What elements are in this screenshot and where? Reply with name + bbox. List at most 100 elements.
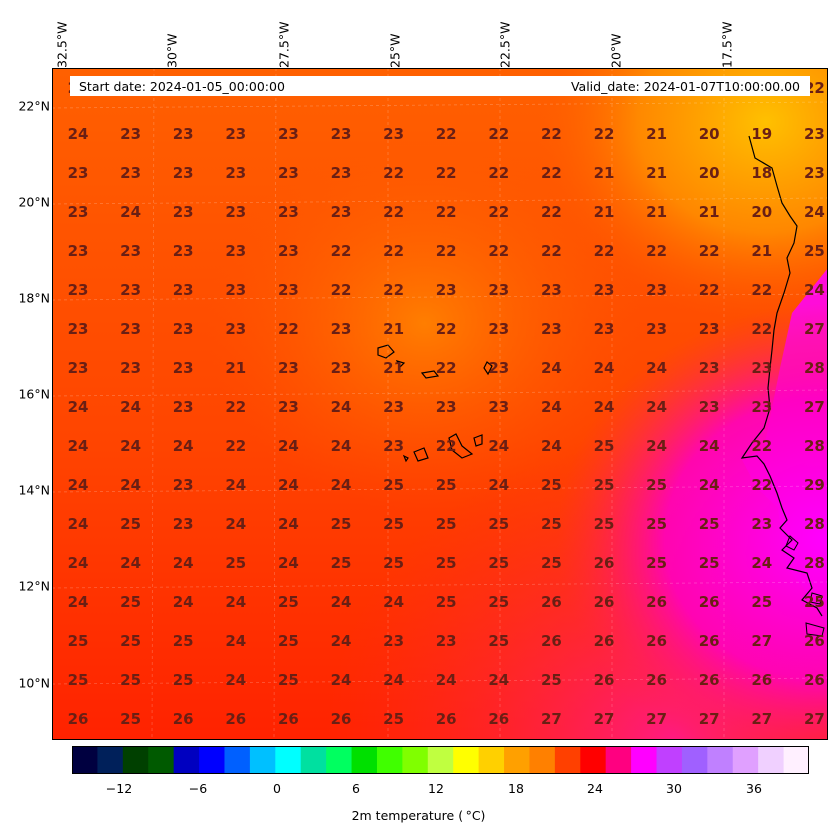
- grid-value: 25: [646, 554, 667, 572]
- lat-label: 12°N: [18, 578, 50, 594]
- grid-value: 23: [173, 515, 194, 533]
- grid-value: 23: [488, 359, 509, 377]
- grid-value: 24: [278, 515, 299, 533]
- grid-value: 25: [120, 710, 141, 728]
- grid-value: 26: [594, 671, 615, 689]
- lon-label: 30°W: [164, 33, 180, 68]
- grid-value: 24: [383, 593, 404, 611]
- grid-value: 24: [383, 671, 404, 689]
- grid-value: 24: [68, 554, 89, 572]
- grid-value: 22: [541, 164, 562, 182]
- lat-label: 22°N: [18, 98, 50, 114]
- colorbar-tick-label: 0: [273, 781, 281, 796]
- island: [483, 361, 493, 376]
- grid-value: 24: [225, 671, 246, 689]
- grid-value: 26: [699, 593, 720, 611]
- grid-value: 21: [225, 359, 246, 377]
- grid-value: 24: [804, 281, 825, 299]
- grid-value: 25: [225, 554, 246, 572]
- grid-value: 24: [699, 437, 720, 455]
- grid-value: 22: [225, 398, 246, 416]
- grid-value: 25: [541, 476, 562, 494]
- grid-value: 22: [383, 164, 404, 182]
- grid-value: 23: [541, 320, 562, 338]
- colorbar-cell: [707, 746, 734, 774]
- grid-value: 23: [541, 281, 562, 299]
- colorbar-cell: [72, 746, 99, 774]
- grid-value: 23: [120, 359, 141, 377]
- grid-value: 25: [804, 242, 825, 260]
- grid-value: 24: [225, 476, 246, 494]
- grid-value: 19: [751, 125, 772, 143]
- colorbar-cell: [758, 746, 785, 774]
- grid-value: 23: [173, 242, 194, 260]
- grid-value: 27: [594, 710, 615, 728]
- grid-value: 22: [331, 242, 352, 260]
- grid-value: 23: [278, 125, 299, 143]
- grid-value: 22: [436, 164, 457, 182]
- grid-value: 25: [383, 476, 404, 494]
- colorbar-cell: [275, 746, 302, 774]
- temperature-map: 24 23 23 23 23 23 23 23 22 22 22 22 20 22 24 23 23 23 23 23…: [52, 68, 828, 740]
- grid-value: 25: [488, 554, 509, 572]
- grid-value: 23: [173, 320, 194, 338]
- grid-value: 24: [331, 593, 352, 611]
- grid-value: 26: [699, 632, 720, 650]
- grid-value: 23: [646, 320, 667, 338]
- colorbar-cell: [300, 746, 327, 774]
- grid-value: 23: [225, 125, 246, 143]
- grid-value: 26: [594, 632, 615, 650]
- grid-value: 23: [331, 320, 352, 338]
- grid-value: 22: [488, 242, 509, 260]
- grid-value: 23: [173, 125, 194, 143]
- grid-value: 20: [751, 203, 772, 221]
- grid-value: 22: [331, 281, 352, 299]
- grid-value: 25: [646, 515, 667, 533]
- colorbar-tick-label: 24: [587, 781, 603, 796]
- grid-value: 25: [120, 632, 141, 650]
- island: [377, 344, 395, 359]
- grid-value: 25: [541, 515, 562, 533]
- grid-value: 23: [278, 359, 299, 377]
- grid-value: 24: [68, 437, 89, 455]
- grid-value: 25: [751, 593, 772, 611]
- grid-value: 21: [646, 203, 667, 221]
- grid-value: 23: [120, 242, 141, 260]
- start-date-label: Start date: 2024-01-05_00:00:00: [79, 79, 285, 94]
- grid-value: 23: [120, 125, 141, 143]
- grid-value: 22: [699, 242, 720, 260]
- grid-value: 23: [751, 359, 772, 377]
- grid-value: 25: [436, 593, 457, 611]
- grid-value: 23: [331, 164, 352, 182]
- grid-value: 23: [488, 320, 509, 338]
- lat-label: 14°N: [18, 482, 50, 498]
- grid-value: 27: [751, 632, 772, 650]
- grid-value: 26: [225, 710, 246, 728]
- grid-value: 24: [331, 476, 352, 494]
- grid-value: 20: [699, 125, 720, 143]
- grid-value: 26: [541, 632, 562, 650]
- grid-value: 22: [541, 125, 562, 143]
- grid-value: 24: [225, 632, 246, 650]
- grid-value: 24: [488, 476, 509, 494]
- colorbar: [72, 746, 809, 774]
- lat-label: 20°N: [18, 194, 50, 210]
- grid-value: 23: [68, 320, 89, 338]
- grid-value: 23: [699, 398, 720, 416]
- grid-value: 24: [278, 437, 299, 455]
- grid-value: 23: [751, 515, 772, 533]
- grid-value: 25: [120, 671, 141, 689]
- grid-value: 22: [646, 242, 667, 260]
- lon-label: 17.5°W: [719, 21, 735, 68]
- grid-value: 23: [68, 359, 89, 377]
- grid-value: 26: [331, 710, 352, 728]
- grid-value: 25: [173, 671, 194, 689]
- grid-value: 23: [699, 359, 720, 377]
- coastline: [785, 535, 825, 637]
- colorbar-cell: [631, 746, 658, 774]
- colorbar-cell: [199, 746, 226, 774]
- island: [448, 433, 483, 459]
- colorbar-cell: [732, 746, 759, 774]
- colorbar-cell: [453, 746, 480, 774]
- grid-value: 23: [173, 476, 194, 494]
